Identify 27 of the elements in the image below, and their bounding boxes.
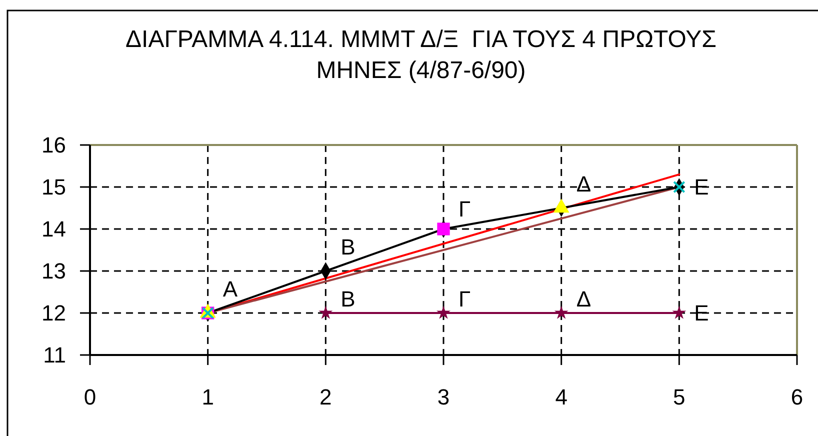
x-tick-label: 2 bbox=[320, 384, 332, 410]
y-tick-label: 14 bbox=[42, 216, 66, 242]
x-tick-label: 3 bbox=[437, 384, 450, 410]
data-label: Γ bbox=[458, 286, 471, 312]
data-label: Δ bbox=[576, 172, 592, 196]
x-tick-label: 5 bbox=[673, 384, 686, 410]
chart-title: ΔΙΑΓΡΑΜΜΑ 4.114. ΜΜΜΤ Δ/Ξ ΓΙΑ ΤΟΥΣ 4 ΠΡΩΤΟΥΣ ΜΗΝΕΣ (4/87-6/90) bbox=[126, 26, 716, 84]
data-label: Δ bbox=[576, 286, 592, 312]
y-tick-label: 16 bbox=[42, 132, 66, 158]
point bbox=[318, 306, 333, 319]
point bbox=[673, 180, 686, 194]
y-tick-label: 15 bbox=[42, 174, 66, 200]
point bbox=[554, 306, 568, 319]
point bbox=[672, 306, 686, 319]
x-tick-label: 4 bbox=[555, 384, 568, 410]
data-label: Α bbox=[222, 276, 238, 302]
data-label: Β bbox=[340, 286, 356, 312]
data-label: Γ bbox=[458, 196, 471, 222]
x-tick-label: 6 bbox=[790, 384, 804, 410]
data-label: Β bbox=[340, 234, 356, 260]
x-tick-label: 1 bbox=[202, 384, 214, 410]
point bbox=[436, 306, 450, 319]
y-tick-label: 12 bbox=[42, 300, 66, 326]
y-tick-label: 11 bbox=[43, 342, 66, 368]
y-tick-label: 13 bbox=[42, 258, 66, 284]
x-tick-label: 0 bbox=[84, 384, 96, 410]
point bbox=[437, 222, 450, 236]
